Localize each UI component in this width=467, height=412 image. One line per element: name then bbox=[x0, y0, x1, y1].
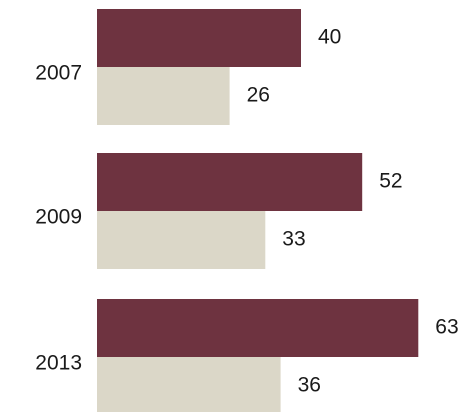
category-label-2013: 2013 bbox=[35, 352, 82, 375]
value-label-2007-series-2: 26 bbox=[247, 84, 270, 107]
category-label-2009: 2009 bbox=[35, 206, 82, 229]
value-label-2007-series-1: 40 bbox=[318, 26, 341, 49]
bar-2007-series-2 bbox=[97, 67, 230, 125]
bar-2007-series-1 bbox=[97, 9, 301, 67]
value-label-2013-series-1: 63 bbox=[435, 316, 458, 339]
bar-2009-series-2 bbox=[97, 211, 266, 269]
value-label-2013-series-2: 36 bbox=[298, 374, 321, 397]
value-label-2009-series-2: 33 bbox=[282, 228, 305, 251]
bar-2013-series-1 bbox=[97, 299, 419, 357]
value-label-2009-series-1: 52 bbox=[379, 170, 402, 193]
category-label-2007: 2007 bbox=[35, 62, 82, 85]
bar-2013-series-2 bbox=[97, 357, 281, 412]
bar-2009-series-1 bbox=[97, 153, 363, 211]
